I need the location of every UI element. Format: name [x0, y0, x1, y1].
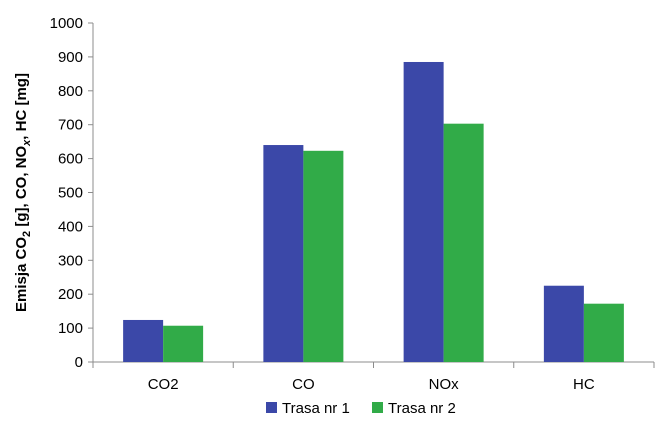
- bar-trasa-nr-2-co2: [163, 325, 204, 362]
- y-tick-label: 700: [58, 117, 83, 134]
- legend: Trasa nr 1 Trasa nr 2: [266, 400, 456, 417]
- y-tick-label: 300: [58, 252, 83, 269]
- y-tick-label: 800: [58, 83, 83, 100]
- x-category-label: CO2: [148, 376, 179, 393]
- bar-trasa-nr-1-hc: [543, 285, 584, 362]
- bar-trasa-nr-2-hc: [583, 303, 624, 362]
- x-category-label: NOx: [429, 376, 460, 393]
- legend-label: Trasa nr 1: [282, 400, 350, 417]
- bar-trasa-nr-2-nox: [443, 123, 484, 362]
- y-tick-label: 600: [58, 151, 83, 168]
- legend-label: Trasa nr 2: [388, 400, 456, 417]
- legend-swatch: [266, 402, 277, 413]
- legend-swatch: [372, 402, 383, 413]
- x-category-label: CO: [292, 376, 315, 393]
- y-tick-label: 500: [58, 185, 83, 202]
- y-tick-label: 400: [58, 218, 83, 235]
- x-category-label: HC: [573, 376, 595, 393]
- y-tick-label: 0: [75, 354, 83, 371]
- y-tick-label: 200: [58, 286, 83, 303]
- bar-trasa-nr-1-co2: [123, 319, 164, 362]
- y-tick-labels: 0 100 200 300 400 500 600 700 800 900 1000: [50, 15, 83, 371]
- bars: [123, 61, 624, 363]
- y-tick-label: 900: [58, 49, 83, 66]
- bar-trasa-nr-1-co: [263, 145, 304, 362]
- y-tick-label: 1000: [50, 15, 83, 32]
- y-axis-label: Emisja CO2 [g], CO, NOx, HC [mg]: [13, 73, 33, 312]
- y-tick-label: 100: [58, 320, 83, 337]
- bar-trasa-nr-2-co: [303, 150, 344, 362]
- bar-trasa-nr-1-nox: [403, 61, 444, 363]
- x-category-labels: CO2 CO NOx HC: [148, 376, 595, 393]
